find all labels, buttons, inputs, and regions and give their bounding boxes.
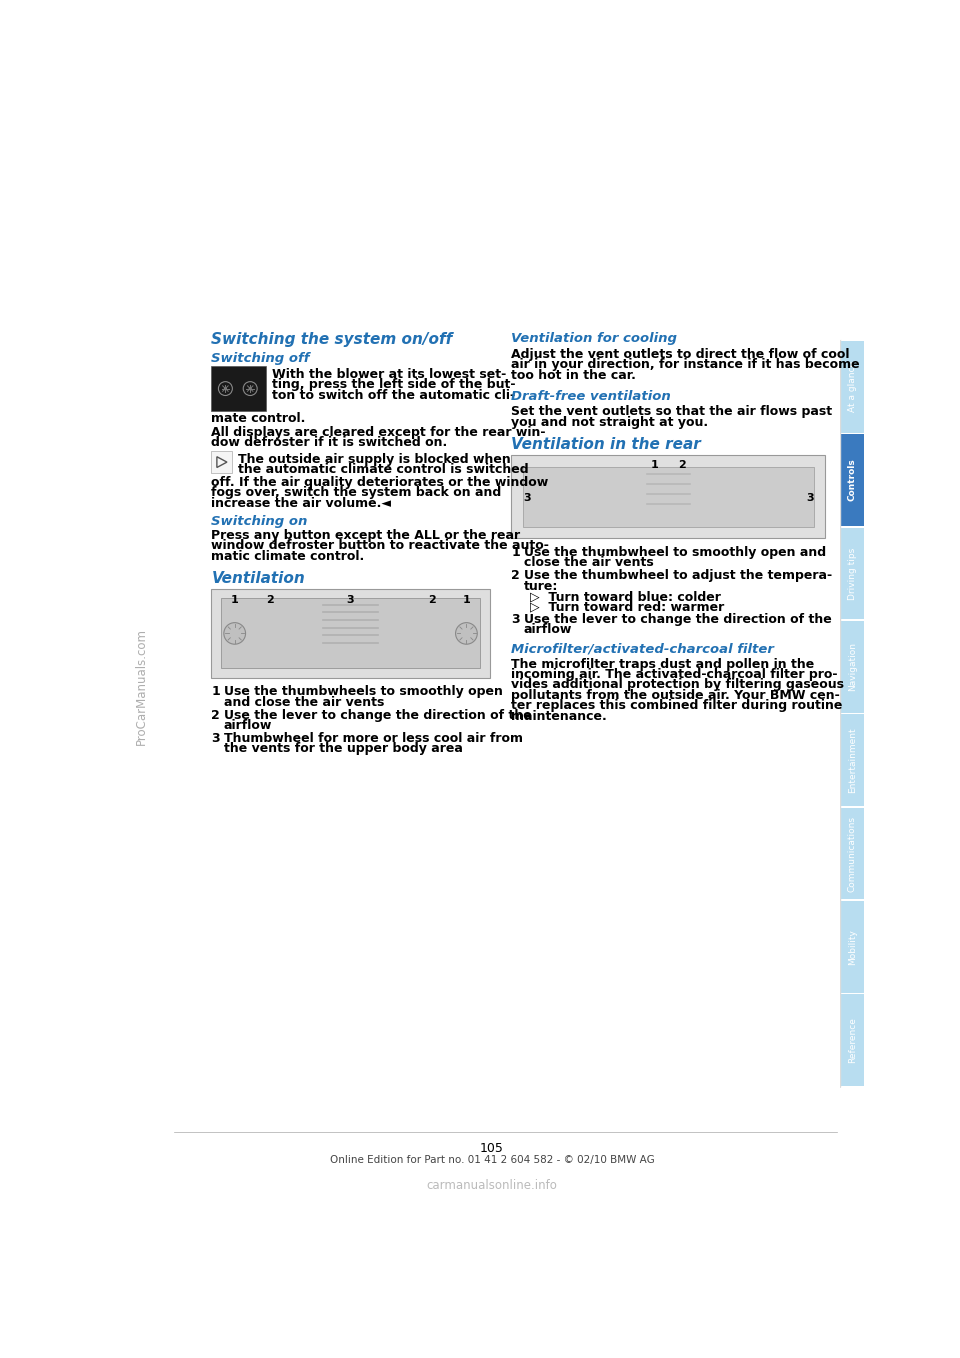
Text: Communications: Communications <box>848 816 857 892</box>
Text: Ventilation: Ventilation <box>211 570 305 585</box>
Text: ter replaces this combined filter during routine: ter replaces this combined filter during… <box>512 699 843 712</box>
Text: carmanualsonline.info: carmanualsonline.info <box>426 1179 558 1192</box>
FancyBboxPatch shape <box>523 467 814 527</box>
Text: 2: 2 <box>679 460 686 470</box>
Text: Online Edition for Part no. 01 41 2 604 582 - © 02/10 BMW AG: Online Edition for Part no. 01 41 2 604 … <box>329 1154 655 1165</box>
Text: The outside air supply is blocked when: The outside air supply is blocked when <box>238 452 511 466</box>
Text: ▷  Turn toward red: warmer: ▷ Turn toward red: warmer <box>530 600 724 614</box>
Circle shape <box>456 623 477 644</box>
Text: matic climate control.: matic climate control. <box>211 550 365 562</box>
Text: dow defroster if it is switched on.: dow defroster if it is switched on. <box>211 436 447 449</box>
Circle shape <box>224 623 246 644</box>
Text: Driving tips: Driving tips <box>848 547 857 600</box>
FancyBboxPatch shape <box>841 621 864 713</box>
Text: the automatic climate control is switched: the automatic climate control is switche… <box>238 463 528 477</box>
Text: 1: 1 <box>512 546 520 559</box>
Text: 1: 1 <box>651 460 659 470</box>
Text: 2: 2 <box>266 595 274 606</box>
FancyBboxPatch shape <box>841 714 864 807</box>
Text: 2: 2 <box>211 709 220 721</box>
Text: Entertainment: Entertainment <box>848 728 857 793</box>
FancyBboxPatch shape <box>841 994 864 1086</box>
FancyBboxPatch shape <box>841 900 864 993</box>
Text: incoming air. The activated-charcoal filter pro-: incoming air. The activated-charcoal fil… <box>512 668 838 682</box>
FancyBboxPatch shape <box>841 527 864 619</box>
Text: 105: 105 <box>480 1142 504 1156</box>
Text: Draft-free ventilation: Draft-free ventilation <box>512 390 671 403</box>
Text: Switching off: Switching off <box>211 352 310 365</box>
Text: fogs over, switch the system back on and: fogs over, switch the system back on and <box>211 486 502 500</box>
FancyBboxPatch shape <box>211 589 490 678</box>
Text: 2: 2 <box>427 595 436 606</box>
FancyBboxPatch shape <box>841 341 864 433</box>
Circle shape <box>224 387 227 390</box>
Text: Use the lever to change the direction of the: Use the lever to change the direction of… <box>524 612 831 626</box>
Text: airflow: airflow <box>224 718 273 732</box>
Text: 3: 3 <box>347 595 354 606</box>
Text: 1: 1 <box>230 595 239 606</box>
FancyBboxPatch shape <box>221 599 480 668</box>
Text: Controls: Controls <box>848 459 857 501</box>
Text: Use the thumbwheel to smoothly open and: Use the thumbwheel to smoothly open and <box>524 546 826 559</box>
Text: Thumbwheel for more or less cool air from: Thumbwheel for more or less cool air fro… <box>224 732 523 744</box>
Text: Set the vent outlets so that the air flows past: Set the vent outlets so that the air flo… <box>512 405 832 418</box>
Text: off. If the air quality deteriorates or the window: off. If the air quality deteriorates or … <box>211 475 549 489</box>
Text: Use the lever to change the direction of the: Use the lever to change the direction of… <box>224 709 532 721</box>
Text: window defroster button to reactivate the auto-: window defroster button to reactivate th… <box>211 539 549 553</box>
FancyBboxPatch shape <box>512 455 826 538</box>
Text: Switching on: Switching on <box>211 515 308 528</box>
Text: mate control.: mate control. <box>211 413 306 425</box>
Text: Use the thumbwheels to smoothly open: Use the thumbwheels to smoothly open <box>224 686 503 698</box>
Text: All displays are cleared except for the rear win-: All displays are cleared except for the … <box>211 426 546 439</box>
Text: 3: 3 <box>211 732 220 744</box>
FancyBboxPatch shape <box>841 435 864 526</box>
Text: Reference: Reference <box>848 1017 857 1063</box>
FancyBboxPatch shape <box>211 451 231 473</box>
FancyBboxPatch shape <box>841 808 864 899</box>
Text: maintenance.: maintenance. <box>512 710 607 722</box>
Text: Press any button except the ALL or the rear: Press any button except the ALL or the r… <box>211 528 520 542</box>
Text: you and not straight at you.: you and not straight at you. <box>512 416 708 429</box>
Circle shape <box>249 387 252 390</box>
Text: With the blower at its lowest set-: With the blower at its lowest set- <box>272 368 506 380</box>
Text: Ventilation in the rear: Ventilation in the rear <box>512 437 701 452</box>
Text: pollutants from the outside air. Your BMW cen-: pollutants from the outside air. Your BM… <box>512 689 840 702</box>
Text: 3: 3 <box>512 612 520 626</box>
Text: ▷  Turn toward blue: colder: ▷ Turn toward blue: colder <box>530 589 721 603</box>
Text: Navigation: Navigation <box>848 642 857 691</box>
Text: 1: 1 <box>463 595 470 606</box>
Text: 2: 2 <box>512 569 520 583</box>
Text: vides additional protection by filtering gaseous: vides additional protection by filtering… <box>512 679 845 691</box>
Text: Microfilter/activated-charcoal filter: Microfilter/activated-charcoal filter <box>512 642 775 656</box>
Text: close the air vents: close the air vents <box>524 557 654 569</box>
Text: The microfilter traps dust and pollen in the: The microfilter traps dust and pollen in… <box>512 657 815 671</box>
Text: and close the air vents: and close the air vents <box>224 695 384 709</box>
Text: too hot in the car.: too hot in the car. <box>512 368 636 382</box>
Text: ture:: ture: <box>524 580 558 592</box>
Text: Mobility: Mobility <box>848 929 857 964</box>
Text: increase the air volume.◄: increase the air volume.◄ <box>211 497 392 509</box>
Text: ting, press the left side of the but-: ting, press the left side of the but- <box>272 378 516 391</box>
Text: air in your direction, for instance if it has become: air in your direction, for instance if i… <box>512 359 860 371</box>
Text: At a glance: At a glance <box>848 361 857 413</box>
Text: Switching the system on/off: Switching the system on/off <box>211 333 453 348</box>
Text: 1: 1 <box>211 686 220 698</box>
Text: the vents for the upper body area: the vents for the upper body area <box>224 741 463 755</box>
Text: 3: 3 <box>523 493 531 502</box>
Text: 3: 3 <box>806 493 813 502</box>
Text: Use the thumbwheel to adjust the tempera-: Use the thumbwheel to adjust the tempera… <box>524 569 832 583</box>
Text: Adjust the vent outlets to direct the flow of cool: Adjust the vent outlets to direct the fl… <box>512 348 850 361</box>
Text: ProCarManuals.com: ProCarManuals.com <box>135 627 148 746</box>
FancyBboxPatch shape <box>211 367 266 411</box>
Text: Ventilation for cooling: Ventilation for cooling <box>512 333 678 345</box>
Text: ton to switch off the automatic cli-: ton to switch off the automatic cli- <box>272 388 515 402</box>
Text: airflow: airflow <box>524 623 572 637</box>
